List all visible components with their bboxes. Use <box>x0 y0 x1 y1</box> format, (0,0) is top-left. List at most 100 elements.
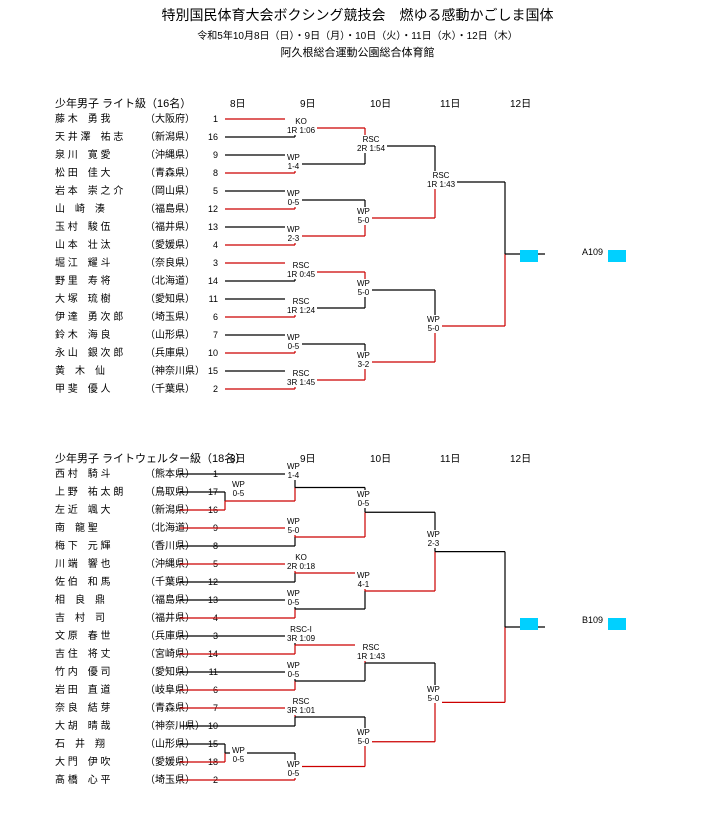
match-result: WP0-5 <box>285 333 302 351</box>
match-detail: 3R 1:01 <box>287 706 315 715</box>
bracket-2: 少年男子 ライトウェルター級（18名） 8日 9日 10日 11日 12日 西 … <box>0 450 715 810</box>
match-result: WP5-0 <box>355 207 372 225</box>
match-result: WP0-5 <box>355 490 372 508</box>
match-type: WP <box>357 571 370 580</box>
match-type: WP <box>427 530 440 539</box>
match-detail: 4-1 <box>357 580 370 589</box>
match-detail: 0-5 <box>287 769 300 778</box>
venue: 阿久根総合運動公園総合体育館 <box>0 44 715 60</box>
final-label: B109 <box>582 615 603 625</box>
match-detail: 0-5 <box>232 489 245 498</box>
match-type: WP <box>357 728 370 737</box>
match-type: RSC <box>287 369 315 378</box>
match-type: WP <box>287 225 300 234</box>
match-detail: 3-2 <box>357 360 370 369</box>
match-type: WP <box>357 351 370 360</box>
match-result: RSC1R 1:43 <box>425 171 457 189</box>
match-result: WP3-2 <box>355 351 372 369</box>
match-detail: 1R 0:45 <box>287 270 315 279</box>
match-type: WP <box>357 490 370 499</box>
match-type: WP <box>287 517 300 526</box>
match-type: WP <box>427 315 440 324</box>
match-detail: 2-3 <box>427 539 440 548</box>
match-result: WP5-0 <box>355 279 372 297</box>
match-type: WP <box>287 189 300 198</box>
match-type: RSC <box>427 171 455 180</box>
match-result: RSC1R 1:24 <box>285 297 317 315</box>
match-detail: 1-4 <box>287 471 300 480</box>
cyan-marker <box>608 618 626 630</box>
final-label: A109 <box>582 247 603 257</box>
match-type: WP <box>357 279 370 288</box>
match-type: WP <box>232 746 245 755</box>
match-type: WP <box>427 685 440 694</box>
match-type: WP <box>287 462 300 471</box>
match-detail: 1R 1:43 <box>357 652 385 661</box>
match-result: RSC3R 1:45 <box>285 369 317 387</box>
match-detail: 5-0 <box>427 694 440 703</box>
match-result: WP5-0 <box>425 685 442 703</box>
match-result: WP0-5 <box>285 189 302 207</box>
bracket-2-lines <box>0 450 640 810</box>
match-result: WP1-4 <box>285 153 302 171</box>
match-detail: 1R 1:24 <box>287 306 315 315</box>
match-detail: 1-4 <box>287 162 300 171</box>
match-detail: 0-5 <box>287 198 300 207</box>
match-detail: 5-0 <box>357 288 370 297</box>
match-type: RSC <box>287 297 315 306</box>
match-detail: 0-5 <box>287 598 300 607</box>
match-detail: 0-5 <box>287 670 300 679</box>
match-type: KO <box>287 553 315 562</box>
match-result: RSC2R 1:54 <box>355 135 387 153</box>
match-type: WP <box>287 589 300 598</box>
match-result: RSC1R 0:45 <box>285 261 317 279</box>
match-type: WP <box>232 480 245 489</box>
match-result: WP5-0 <box>425 315 442 333</box>
match-result: RSC-I3R 1:09 <box>285 625 317 643</box>
match-type: RSC <box>357 643 385 652</box>
match-detail: 3R 1:45 <box>287 378 315 387</box>
match-detail: 1R 1:43 <box>427 180 455 189</box>
match-result: WP0-5 <box>285 661 302 679</box>
match-result: WP5-0 <box>355 728 372 746</box>
match-type: WP <box>287 153 300 162</box>
match-result: RSC1R 1:43 <box>355 643 387 661</box>
match-type: WP <box>287 333 300 342</box>
page-header: 特別国民体育大会ボクシング競技会 燃ゆる感動かごしま国体 令和5年10月8日（日… <box>0 0 715 60</box>
match-detail: 1R 1:06 <box>287 126 315 135</box>
match-detail: 5-0 <box>357 737 370 746</box>
match-detail: 3R 1:09 <box>287 634 315 643</box>
match-detail: 0-5 <box>357 499 370 508</box>
match-detail: 5-0 <box>287 526 300 535</box>
cyan-marker <box>608 250 626 262</box>
subtitle: 令和5年10月8日（日）・9日（月）・10日（火）・11日（水）・12日（木） <box>0 27 715 42</box>
match-result: RSC3R 1:01 <box>285 697 317 715</box>
match-type: WP <box>287 760 300 769</box>
match-result: WP0-5 <box>230 746 247 764</box>
match-result: WP0-5 <box>285 760 302 778</box>
match-type: RSC <box>287 697 315 706</box>
match-type: KO <box>287 117 315 126</box>
match-type: RSC <box>287 261 315 270</box>
match-detail: 5-0 <box>427 324 440 333</box>
match-detail: 2R 0:18 <box>287 562 315 571</box>
match-type: RSC <box>357 135 385 144</box>
match-detail: 0-5 <box>287 342 300 351</box>
match-detail: 0-5 <box>232 755 245 764</box>
match-result: WP2-3 <box>285 225 302 243</box>
match-detail: 5-0 <box>357 216 370 225</box>
match-type: WP <box>357 207 370 216</box>
cyan-marker <box>520 618 538 630</box>
match-result: WP4-1 <box>355 571 372 589</box>
match-result: WP1-4 <box>285 462 302 480</box>
match-detail: 2-3 <box>287 234 300 243</box>
cyan-marker <box>520 250 538 262</box>
match-type: WP <box>287 661 300 670</box>
match-result: WP0-5 <box>285 589 302 607</box>
bracket-1-lines <box>0 95 640 405</box>
match-result: KO2R 0:18 <box>285 553 317 571</box>
match-result: WP0-5 <box>230 480 247 498</box>
match-type: RSC-I <box>287 625 315 634</box>
match-result: WP2-3 <box>425 530 442 548</box>
bracket-1: 少年男子 ライト級（16名） 8日 9日 10日 11日 12日 藤 木 勇 我… <box>0 95 715 405</box>
